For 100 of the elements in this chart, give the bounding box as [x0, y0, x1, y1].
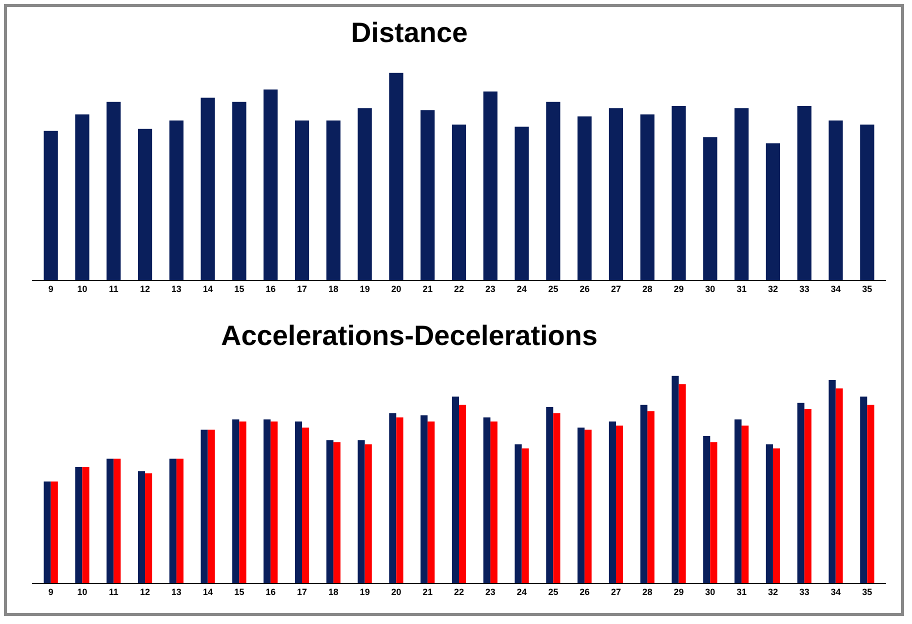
x-tick-label: 35 — [862, 586, 872, 597]
x-tick-label: 11 — [108, 284, 118, 294]
bar — [333, 442, 340, 583]
x-tick-label: 28 — [642, 284, 652, 294]
bar — [114, 458, 121, 583]
x-tick-label: 13 — [171, 586, 182, 597]
bar — [106, 102, 121, 280]
bar — [169, 120, 184, 280]
x-tick-label: 32 — [768, 586, 778, 597]
bar — [364, 444, 372, 583]
bar — [490, 421, 498, 583]
bar — [797, 402, 804, 583]
x-tick-label: 27 — [610, 586, 621, 597]
bar — [578, 116, 592, 280]
bar — [553, 413, 560, 583]
x-tick-label: 25 — [548, 284, 558, 294]
x-tick-label: 22 — [454, 586, 464, 597]
x-tick-label: 23 — [485, 284, 496, 294]
x-tick-label: 30 — [705, 284, 716, 294]
x-tick-label: 12 — [140, 284, 150, 294]
bar — [294, 120, 310, 280]
bar — [302, 428, 310, 583]
x-tick-label: 18 — [328, 284, 338, 294]
x-tick-label: 13 — [171, 284, 182, 294]
bar — [766, 444, 773, 583]
bar — [522, 448, 529, 583]
x-tick-label: 17 — [297, 284, 308, 294]
x-tick-label: 9 — [48, 586, 54, 597]
x-tick-label: 10 — [77, 284, 88, 294]
x-tick-label: 11 — [108, 586, 118, 597]
bar — [640, 404, 648, 583]
x-tick-label: 23 — [485, 586, 496, 597]
bar — [804, 409, 812, 583]
x-tick-label: 14 — [202, 284, 213, 294]
bar — [389, 413, 396, 583]
bar — [82, 467, 90, 583]
bar — [420, 110, 435, 280]
x-tick-label: 33 — [799, 586, 810, 597]
bar — [264, 419, 271, 583]
x-tick-label: 22 — [454, 284, 464, 294]
x-tick-label: 20 — [391, 284, 402, 294]
bar — [169, 458, 176, 583]
x-tick-label: 15 — [234, 586, 244, 597]
bar — [772, 448, 780, 583]
x-tick-label: 26 — [580, 586, 590, 597]
bar — [138, 471, 146, 583]
bar — [176, 458, 184, 583]
bar — [483, 417, 490, 583]
bar — [608, 108, 624, 280]
bar — [742, 426, 749, 583]
x-tick-label: 28 — [642, 586, 652, 597]
bar — [514, 126, 529, 280]
x-tick-label: 16 — [266, 586, 276, 597]
bar — [734, 419, 742, 583]
x-tick-label: 21 — [422, 284, 433, 294]
x-tick-label: 27 — [610, 284, 621, 294]
bar — [358, 108, 372, 280]
bar — [106, 458, 114, 583]
bar — [710, 442, 718, 583]
x-tick-label: 10 — [77, 586, 88, 597]
bar — [232, 102, 246, 280]
x-tick-label: 32 — [768, 284, 778, 294]
x-tick-label: 24 — [516, 284, 527, 294]
bar — [672, 376, 679, 583]
chart-title: Distance — [350, 16, 468, 48]
bar — [459, 404, 466, 583]
bar — [514, 444, 522, 583]
bar — [420, 415, 428, 583]
bar — [200, 430, 208, 583]
x-tick-label: 29 — [674, 586, 684, 597]
x-tick-label: 21 — [422, 586, 433, 597]
bar — [766, 143, 780, 280]
bar — [647, 411, 654, 583]
x-tick-label: 25 — [548, 586, 558, 597]
bar — [232, 419, 240, 583]
bar — [703, 436, 710, 583]
chart-title: Accelerations-Decelerations — [220, 320, 598, 351]
bar — [326, 120, 340, 280]
bar — [836, 388, 843, 583]
bar — [608, 421, 616, 583]
bar — [138, 128, 152, 280]
bar — [44, 130, 58, 280]
x-tick-label: 20 — [391, 586, 402, 597]
bar — [452, 124, 466, 280]
bar — [860, 396, 868, 583]
bar — [452, 396, 459, 583]
bar — [50, 482, 58, 583]
bar — [616, 426, 624, 583]
bar — [389, 72, 404, 280]
bar — [358, 440, 365, 583]
bar — [797, 106, 812, 280]
x-tick-label: 15 — [234, 284, 244, 294]
x-tick-label: 33 — [799, 284, 810, 294]
x-tick-label: 31 — [736, 284, 747, 294]
bar — [734, 108, 749, 280]
x-tick-label: 24 — [516, 586, 527, 597]
bar — [483, 92, 498, 280]
bar — [703, 137, 718, 280]
x-tick-label: 14 — [202, 586, 213, 597]
x-tick-label: 16 — [266, 284, 276, 294]
